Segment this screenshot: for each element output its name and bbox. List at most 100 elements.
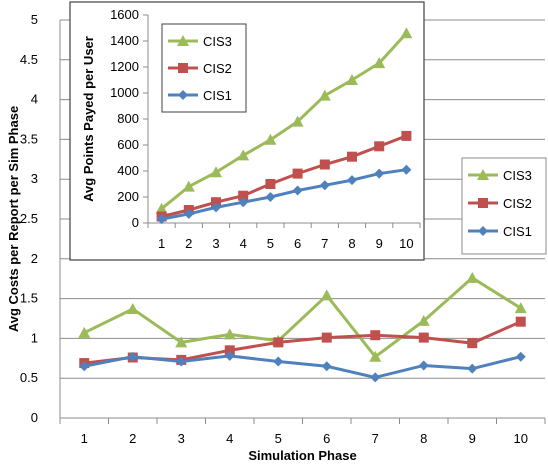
inset-legend: CIS3 CIS2 CIS1 bbox=[161, 23, 247, 113]
inset-y-axis-title: Avg Points Payed per User bbox=[81, 36, 96, 202]
inset-data-point bbox=[292, 168, 303, 179]
inset-y-tick-label: 600 bbox=[117, 137, 139, 152]
main-x-tick-label: 2 bbox=[129, 431, 136, 446]
main-data-point bbox=[224, 345, 235, 356]
main-series-cis1 bbox=[79, 350, 526, 383]
inset-data-point bbox=[211, 197, 221, 208]
inset-x-tick-label: 7 bbox=[321, 236, 328, 251]
main-legend-label: CIS3 bbox=[503, 168, 532, 183]
main-data-point bbox=[467, 338, 478, 349]
main-data-point bbox=[273, 337, 284, 348]
main-series-cis3 bbox=[78, 271, 527, 362]
inset-data-point bbox=[156, 214, 167, 225]
main-data-point bbox=[273, 356, 284, 367]
main-data-point bbox=[370, 330, 381, 341]
inset-x-tick-label: 4 bbox=[240, 236, 247, 251]
inset-y-tick-label: 400 bbox=[117, 163, 139, 178]
inset-data-point bbox=[374, 168, 385, 179]
main-legend-swatch-marker bbox=[478, 198, 488, 208]
inset-legend-label: CIS3 bbox=[203, 34, 232, 49]
main-data-point bbox=[514, 302, 527, 314]
inset-data-point bbox=[183, 208, 194, 219]
main-data-point bbox=[127, 351, 138, 362]
main-data-point bbox=[417, 314, 430, 326]
inset-data-point bbox=[319, 180, 330, 191]
main-y-tick-label: 2.5 bbox=[20, 211, 38, 226]
inset-x-tick-label: 8 bbox=[348, 236, 355, 251]
inset-data-point bbox=[346, 74, 358, 85]
inset-y-tick-label: 1000 bbox=[110, 85, 139, 100]
inset-y-tick-label: 1200 bbox=[110, 59, 139, 74]
inset-series-line bbox=[161, 134, 407, 218]
inset-x-tick-label: 5 bbox=[267, 236, 274, 251]
inset-y-tick-label: 0 bbox=[132, 215, 139, 230]
main-data-point bbox=[126, 302, 139, 314]
inset-data-point bbox=[401, 164, 412, 175]
main-x-tick-label: 7 bbox=[372, 431, 379, 446]
main-y-tick-label: 4.5 bbox=[20, 52, 38, 67]
inset-y-tick-label: 800 bbox=[117, 111, 139, 126]
inset-data-point bbox=[347, 151, 357, 162]
main-series-line bbox=[83, 354, 522, 379]
main-legend-label: CIS2 bbox=[503, 196, 532, 211]
main-data-point bbox=[175, 336, 188, 348]
main-x-tick-label: 10 bbox=[514, 431, 528, 446]
inset-legend-label: CIS1 bbox=[203, 88, 232, 103]
main-series-line bbox=[83, 276, 522, 359]
inset-data-point bbox=[291, 115, 304, 127]
main-y-tick-label: 1 bbox=[31, 330, 38, 345]
inset-data-point bbox=[238, 190, 249, 201]
main-y-tick-label: 5 bbox=[31, 12, 38, 27]
main-x-tick-label: 8 bbox=[420, 431, 427, 446]
inset-data-point bbox=[400, 27, 413, 39]
main-data-point bbox=[515, 351, 526, 362]
inset-x-tick-label: 9 bbox=[376, 236, 383, 251]
main-y-tick-label: 0 bbox=[31, 410, 38, 425]
inset-data-point bbox=[211, 202, 221, 213]
main-data-point bbox=[466, 271, 479, 283]
inset-data-point bbox=[401, 130, 412, 141]
inset-series-line bbox=[160, 32, 408, 210]
main-y-tick-label: 0.5 bbox=[20, 370, 38, 385]
main-y-axis-title: Avg Costs per Report per Sim Phase bbox=[6, 106, 21, 332]
main-data-point bbox=[369, 350, 382, 362]
main-x-tick-label: 4 bbox=[226, 431, 233, 446]
inset-data-point bbox=[292, 185, 303, 196]
inset-data-point bbox=[265, 192, 276, 202]
main-data-point bbox=[79, 361, 90, 372]
inset-legend-label: CIS2 bbox=[203, 61, 232, 76]
main-legend-swatch-marker bbox=[477, 169, 489, 180]
inset-y-tick-label: 1400 bbox=[110, 33, 139, 48]
inset-x-tick-label: 6 bbox=[294, 236, 301, 251]
inset-data-point bbox=[373, 57, 386, 69]
main-data-point bbox=[321, 332, 332, 343]
inset-series-cis1 bbox=[156, 164, 412, 225]
inset-x-tick-label: 10 bbox=[399, 236, 413, 251]
inset-data-point bbox=[237, 149, 250, 161]
main-y-tick-label: 1.5 bbox=[20, 291, 38, 306]
main-data-point bbox=[320, 289, 333, 301]
main-legend: CIS3 CIS2 CIS1 bbox=[461, 157, 547, 255]
main-legend-label: CIS1 bbox=[503, 224, 532, 239]
main-data-point bbox=[418, 360, 429, 371]
main-x-tick-label: 5 bbox=[275, 431, 282, 446]
main-data-point bbox=[224, 350, 235, 361]
main-y-tick-label: 3.5 bbox=[20, 131, 38, 146]
inset-legend-swatch-marker bbox=[178, 90, 188, 100]
main-data-point bbox=[370, 372, 381, 383]
main-x-axis-title: Simulation Phase bbox=[248, 448, 356, 463]
main-series-cis2 bbox=[79, 316, 526, 369]
inset-x-tick-label: 1 bbox=[158, 236, 165, 251]
inset-data-point bbox=[210, 166, 222, 178]
main-data-point bbox=[418, 332, 429, 343]
inset-data-point bbox=[318, 89, 331, 101]
main-data-point bbox=[223, 328, 236, 340]
inset-series-cis3 bbox=[155, 27, 413, 214]
main-data-point bbox=[78, 326, 91, 338]
main-x-tick-label: 6 bbox=[323, 431, 330, 446]
inset-y-tick-label: 200 bbox=[117, 189, 139, 204]
inset-data-point bbox=[238, 197, 249, 208]
inset-frame bbox=[69, 1, 425, 261]
inset-data-point bbox=[347, 175, 357, 186]
